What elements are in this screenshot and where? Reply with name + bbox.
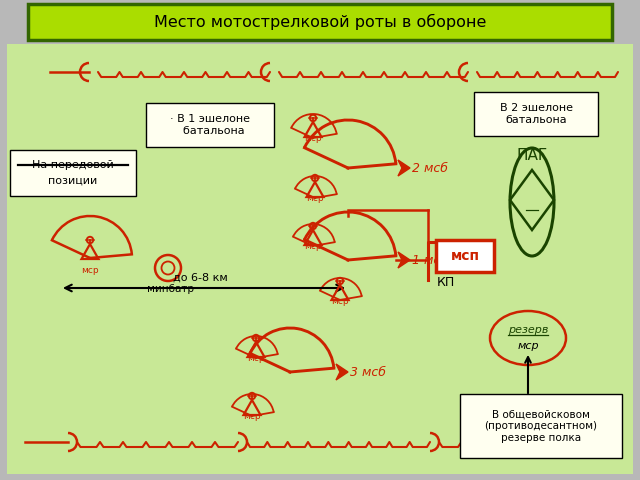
Text: до 6-8 км: до 6-8 км: [173, 273, 227, 283]
Polygon shape: [398, 252, 410, 268]
Text: 1 мсб: 1 мсб: [412, 254, 448, 267]
Polygon shape: [336, 364, 348, 380]
Text: · В 1 эшелоне
  батальона: · В 1 эшелоне батальона: [170, 114, 250, 136]
Text: мср: мср: [306, 194, 324, 203]
Text: позиции: позиции: [49, 176, 98, 186]
Bar: [28, 4, 612, 40]
Text: мср: мср: [243, 412, 261, 421]
Text: В общевойсковом
(противодесантном)
резерве полка: В общевойсковом (противодесантном) резер…: [484, 409, 598, 443]
Bar: [7, 44, 633, 474]
Text: мср: мср: [331, 297, 349, 306]
Text: мср: мср: [81, 266, 99, 275]
FancyBboxPatch shape: [460, 394, 622, 458]
Text: ПАГ: ПАГ: [516, 147, 548, 163]
Text: мср: мср: [304, 242, 322, 251]
FancyBboxPatch shape: [474, 92, 598, 136]
FancyBboxPatch shape: [146, 103, 274, 147]
Text: резерв: резерв: [508, 325, 548, 335]
Text: 2 мсб: 2 мсб: [412, 163, 448, 176]
Text: КП: КП: [437, 276, 455, 288]
Polygon shape: [398, 160, 410, 176]
FancyBboxPatch shape: [436, 240, 494, 272]
Text: мср: мср: [247, 354, 265, 363]
Text: В 2 эшелоне
батальона: В 2 эшелоне батальона: [499, 103, 573, 125]
Text: мср: мср: [517, 341, 539, 351]
Text: мсп: мсп: [451, 249, 479, 263]
Text: минбатр: минбатр: [147, 284, 193, 294]
Text: 3 мсб: 3 мсб: [350, 367, 386, 380]
Text: На передовой: На передовой: [32, 160, 114, 170]
Text: Место мотострелковой роты в обороне: Место мотострелковой роты в обороне: [154, 14, 486, 30]
Text: мср: мср: [304, 134, 322, 143]
FancyBboxPatch shape: [10, 150, 136, 196]
